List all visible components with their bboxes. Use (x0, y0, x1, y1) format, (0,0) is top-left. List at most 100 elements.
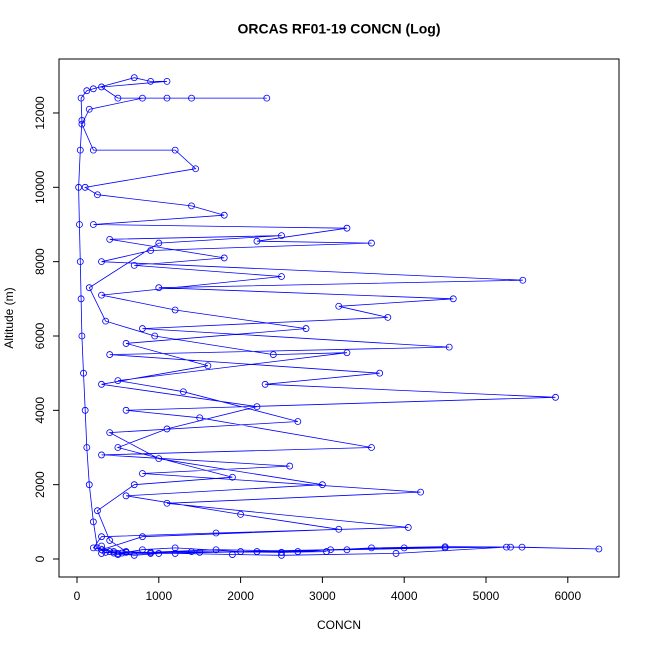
data-point (130, 551, 138, 559)
y-tick-label: 2000 (33, 471, 47, 498)
data-point (263, 94, 271, 102)
data-point (78, 120, 86, 128)
data-point (122, 492, 130, 500)
data-point (89, 146, 97, 154)
y-tick-label: 10000 (33, 170, 47, 204)
data-point (392, 550, 400, 557)
data-point (278, 551, 285, 559)
data-point (94, 191, 101, 199)
data-line (78, 77, 599, 556)
data-point (77, 94, 85, 102)
data-point (294, 418, 302, 425)
data-point (343, 546, 351, 554)
data-point (77, 295, 85, 303)
y-tick-label: 12000 (33, 96, 47, 130)
data-point (400, 544, 408, 552)
data-point (139, 546, 146, 554)
data-point (106, 548, 114, 555)
data-point (85, 481, 93, 489)
data-point (98, 258, 105, 266)
data-point (80, 369, 87, 377)
data-point (122, 340, 130, 347)
data-point (98, 533, 105, 541)
data-point (139, 325, 146, 332)
data-point (253, 548, 261, 555)
x-axis-label: CONCN (317, 618, 361, 632)
x-tick-label: 5000 (473, 589, 500, 603)
data-point (179, 388, 187, 396)
data-point (106, 537, 114, 544)
data-point (302, 325, 310, 332)
data-point (85, 284, 93, 292)
data-point (335, 302, 343, 310)
data-point (155, 455, 163, 463)
data-point (89, 221, 97, 228)
data-point (294, 548, 302, 555)
x-tick-label: 0 (74, 589, 81, 603)
data-point (269, 351, 277, 358)
data-point (220, 211, 228, 219)
data-point (122, 548, 130, 555)
data-point (192, 165, 200, 173)
data-point (552, 393, 559, 401)
chart-title: ORCAS RF01-19 CONCN (Log) (237, 21, 440, 37)
data-point (376, 369, 384, 377)
data-point (130, 261, 138, 269)
data-point (188, 202, 195, 210)
data-point (163, 94, 171, 102)
data-point (98, 451, 105, 459)
data-point (253, 403, 261, 411)
data-point (155, 550, 163, 557)
data-point (155, 239, 163, 247)
data-point (75, 183, 83, 191)
data-point (188, 548, 195, 555)
data-point (114, 550, 122, 557)
data-point (318, 481, 326, 489)
data-point (147, 77, 155, 85)
data-point (171, 544, 179, 552)
y-axis-label: Altitude (m) (2, 287, 16, 348)
data-point (81, 406, 89, 414)
y-tick-label: 8000 (33, 248, 47, 275)
data-point (327, 546, 334, 554)
data-point (196, 548, 204, 556)
data-point (114, 94, 122, 102)
data-point (94, 544, 101, 552)
data-point (163, 499, 171, 507)
data-point (94, 507, 101, 515)
data-point (89, 85, 97, 93)
data-point (98, 550, 105, 557)
data-point (278, 232, 285, 240)
data-point (507, 543, 514, 551)
data-point (220, 254, 228, 262)
data-point (368, 239, 375, 247)
data-point (98, 291, 105, 299)
y-tick-label: 0 (33, 555, 47, 562)
data-point (102, 548, 110, 556)
data-point (139, 470, 146, 477)
data-point (261, 380, 269, 388)
data-point (83, 87, 91, 95)
data-point (139, 533, 146, 541)
data-point (76, 221, 83, 228)
data-point (122, 406, 130, 414)
data-point (171, 306, 179, 314)
data-point (343, 349, 351, 357)
y-tick-label: 6000 (33, 322, 47, 349)
x-tick-label: 4000 (391, 589, 418, 603)
data-point (106, 235, 114, 243)
data-point (155, 284, 163, 292)
data-point (503, 543, 510, 551)
data-point (286, 462, 294, 470)
data-point (518, 543, 526, 551)
data-point (147, 247, 155, 254)
data-point (212, 529, 220, 537)
data-point (78, 117, 86, 124)
data-point (139, 94, 146, 102)
data-point (445, 343, 453, 351)
data-point (171, 550, 179, 557)
data-point (237, 548, 244, 555)
data-point (98, 83, 105, 91)
data-point (253, 237, 261, 245)
data-point (106, 429, 114, 437)
